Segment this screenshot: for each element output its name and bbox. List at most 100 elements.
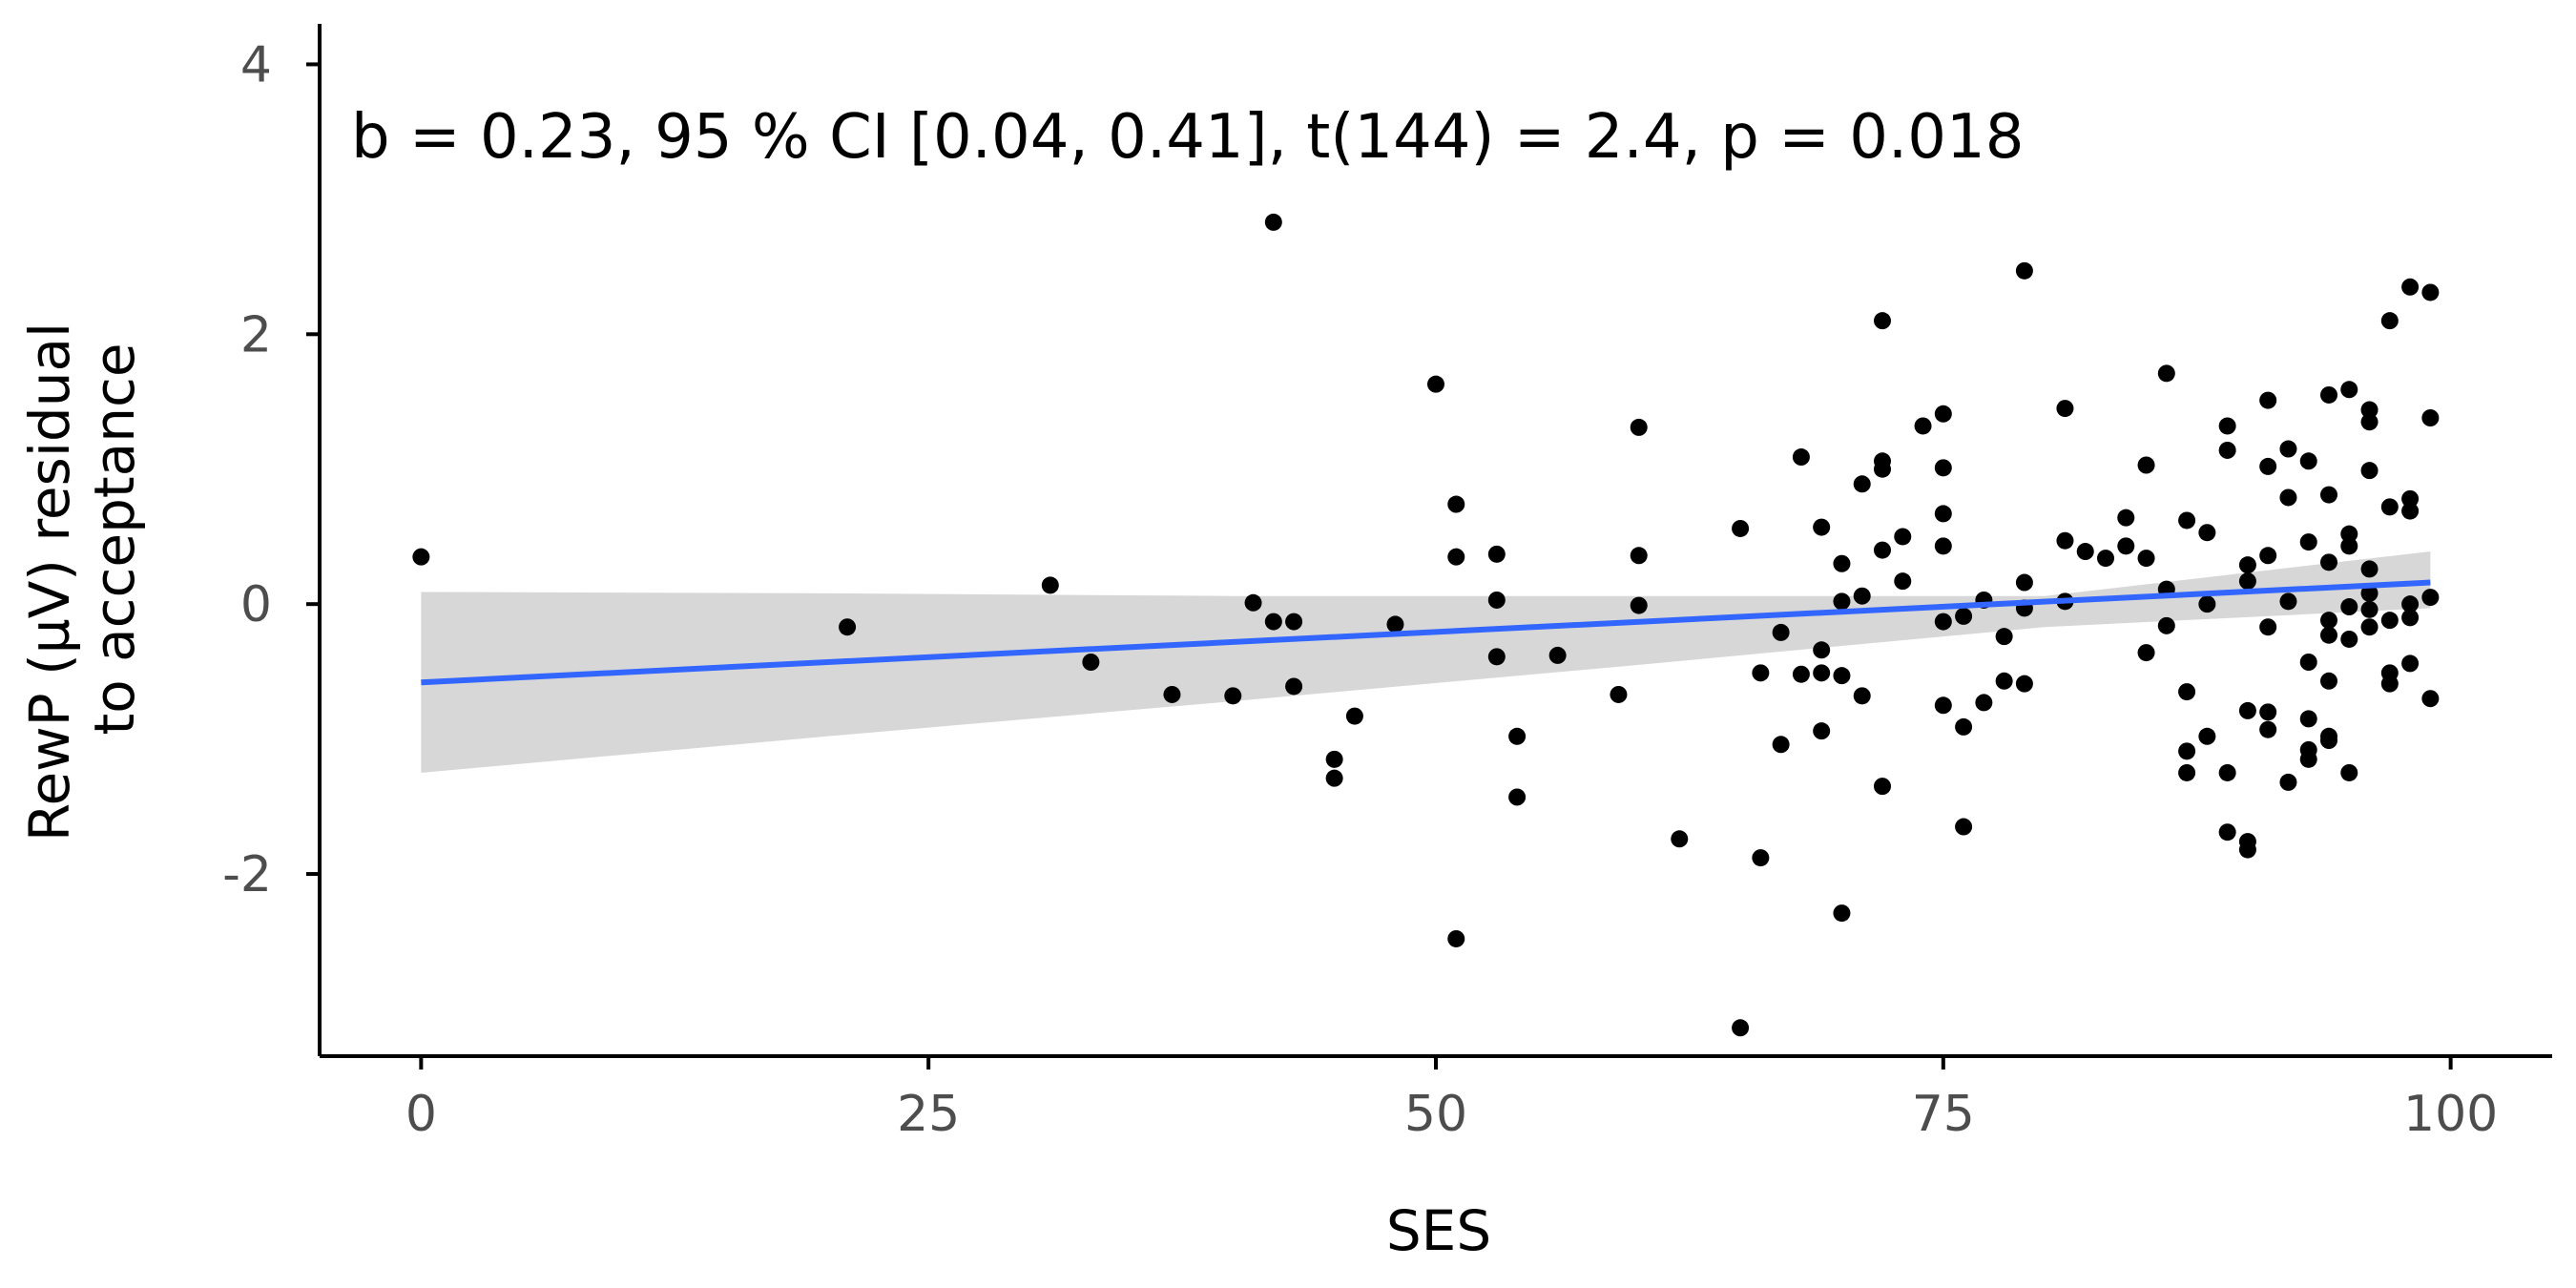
y-tick-label: 2: [240, 306, 272, 364]
x-tick-label: 0: [405, 1086, 437, 1143]
data-point: [2340, 381, 2358, 399]
data-point: [2299, 654, 2317, 672]
data-point: [1447, 929, 1465, 947]
data-point: [2279, 488, 2297, 507]
data-point: [2137, 644, 2155, 662]
data-point: [1934, 505, 1952, 523]
confidence-band-layer: [421, 551, 2431, 773]
data-point: [2178, 511, 2196, 530]
data-point: [2198, 727, 2216, 745]
data-point: [2340, 630, 2358, 648]
data-point: [1610, 685, 1628, 703]
data-point: [1671, 830, 1689, 848]
data-point: [1386, 615, 1404, 634]
data-point: [1548, 646, 1567, 664]
data-point: [1813, 722, 1831, 740]
data-point: [839, 618, 857, 636]
data-point: [1792, 448, 1810, 467]
axes-layer: [306, 24, 2552, 1070]
x-axis-title: SES: [1386, 1198, 1491, 1263]
data-point: [2218, 441, 2236, 459]
data-point: [2259, 618, 2277, 636]
data-point: [2360, 462, 2379, 480]
y-axis-title-line-2: to acceptance: [82, 343, 147, 735]
data-point: [1041, 576, 1059, 594]
y-axis-title: RewP (µV) residual to acceptance: [17, 322, 147, 841]
data-point: [1995, 672, 2013, 690]
data-point: [2178, 742, 2196, 760]
data-point: [2320, 385, 2337, 404]
data-point: [2340, 525, 2358, 543]
data-point: [1325, 769, 1343, 787]
data-point: [1894, 528, 1912, 546]
x-tick-label: 50: [1404, 1086, 1467, 1143]
data-point: [1874, 460, 1891, 478]
data-point: [1244, 593, 1262, 612]
data-point: [2238, 572, 2256, 591]
data-point: [2320, 672, 2337, 690]
data-point: [2401, 489, 2420, 508]
data-point: [1813, 641, 1831, 659]
data-point: [1345, 707, 1363, 725]
data-point: [1833, 554, 1851, 572]
data-point: [2340, 537, 2358, 555]
data-point: [1264, 213, 1282, 231]
data-point: [2380, 675, 2399, 693]
data-point: [1853, 587, 1871, 605]
data-point: [2056, 400, 2074, 418]
confidence-band: [421, 551, 2431, 773]
data-point: [1285, 677, 1303, 696]
data-point: [1487, 648, 1506, 666]
data-point: [1894, 572, 1912, 591]
data-point: [2117, 509, 2135, 527]
data-point: [1955, 818, 1973, 836]
data-point: [2360, 584, 2379, 602]
data-point: [2259, 547, 2277, 565]
x-tick-label: 75: [1912, 1086, 1975, 1143]
y-tick-label: 0: [240, 576, 272, 634]
data-point: [2421, 589, 2440, 607]
data-point: [2360, 560, 2379, 578]
data-point: [2178, 763, 2196, 781]
data-point: [1934, 696, 1952, 715]
data-point: [2218, 763, 2236, 781]
data-point: [2380, 312, 2399, 330]
data-point: [2279, 773, 2297, 791]
regression-line: [421, 579, 2431, 686]
data-point: [1853, 475, 1871, 493]
data-point: [1630, 547, 1648, 565]
data-points-layer: [412, 213, 2440, 1037]
data-point: [2401, 502, 2420, 520]
data-point: [2238, 701, 2256, 719]
data-point: [1264, 613, 1282, 631]
data-point: [2421, 283, 2440, 301]
x-tick-label: 25: [897, 1086, 960, 1143]
data-point: [1955, 607, 1973, 625]
data-point: [2218, 417, 2236, 435]
data-point: [1934, 613, 1952, 631]
data-point: [1833, 904, 1851, 923]
data-point: [1934, 405, 1952, 423]
data-point: [2401, 609, 2420, 627]
data-point: [2320, 626, 2337, 644]
data-point: [2421, 690, 2440, 708]
data-point: [412, 548, 430, 566]
data-point: [2117, 537, 2135, 555]
data-point: [2015, 573, 2033, 592]
data-point: [1447, 548, 1465, 566]
data-point: [2360, 401, 2379, 419]
data-point: [1995, 628, 2013, 646]
data-point: [1224, 687, 1242, 705]
data-point: [2015, 261, 2033, 280]
data-point: [2340, 763, 2358, 781]
data-point: [2259, 391, 2277, 409]
data-point: [2299, 710, 2317, 728]
data-point: [2401, 278, 2420, 296]
data-point: [1833, 592, 1851, 611]
data-point: [1752, 849, 1770, 867]
data-point: [1874, 312, 1891, 330]
data-point: [1163, 685, 1181, 703]
data-point: [1732, 519, 1750, 537]
data-point: [2380, 498, 2399, 516]
x-tick-label: 100: [2403, 1086, 2498, 1143]
